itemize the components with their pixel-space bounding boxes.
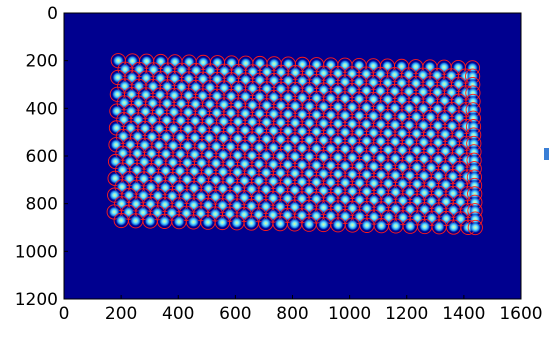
spot-intensity: [231, 217, 243, 229]
lattice-spot: [142, 213, 158, 229]
y-tick-label: 1000: [15, 242, 58, 262]
lattice-spot: [156, 213, 173, 229]
lattice-spot: [113, 212, 129, 229]
spot-intensity: [129, 215, 142, 227]
lattice-spot: [243, 215, 259, 231]
spot-intensity: [468, 154, 480, 166]
x-tick-label: 1400: [442, 304, 485, 324]
spot-intensity: [466, 70, 479, 82]
spot-intensity: [216, 216, 229, 229]
detection-circle: [467, 219, 483, 236]
lattice-spot: [431, 219, 447, 235]
spot-intensity: [419, 220, 431, 233]
lattice-spot: [373, 218, 389, 234]
y-tick-label: 400: [26, 99, 58, 119]
lattice-spot: [417, 218, 433, 235]
spot-intensity: [468, 171, 481, 183]
spot-intensity: [260, 217, 272, 230]
lattice-spot: [214, 214, 230, 231]
lattice-spot: [200, 214, 216, 230]
y-tick-label: 1200: [15, 290, 58, 310]
x-tick-label: 0: [59, 304, 70, 324]
lattice-spot: [301, 216, 317, 232]
x-tick-label: 800: [276, 304, 308, 324]
spot-intensity: [468, 188, 481, 200]
spot-intensity: [361, 219, 373, 232]
lattice-spot: [359, 217, 375, 233]
spot-intensity: [245, 217, 257, 229]
spot-intensity: [447, 221, 460, 233]
lattice-spot: [446, 219, 462, 235]
spot-intensity: [467, 87, 479, 99]
lattice-spot: [185, 214, 202, 230]
y-tick-label: 200: [26, 52, 58, 72]
y-tick-label: 0: [47, 4, 58, 24]
spot-intensity: [469, 221, 482, 234]
spot-intensity: [467, 104, 479, 116]
spot-intensity: [115, 214, 127, 227]
lattice-spot: [315, 216, 332, 233]
lattice-spot: [402, 218, 418, 234]
lattice-spots-layer: [106, 53, 483, 236]
spot-intensity: [274, 217, 286, 230]
x-tick-label: 400: [162, 304, 194, 324]
axis-ticks: 0 200 400 600 800 1000 1200 1400 1600 0 200 400 600 8…: [15, 4, 543, 324]
spot-intensity: [469, 204, 481, 217]
spot-intensity: [346, 219, 359, 231]
spot-intensity: [317, 218, 330, 231]
lattice-spot: [344, 217, 361, 233]
lattice-spot: [287, 216, 303, 232]
x-tick-label: 600: [219, 304, 251, 324]
spot-intensity: [433, 221, 445, 233]
spot-intensity: [144, 215, 156, 227]
lattice-spot: [330, 217, 346, 233]
spot-intensity: [158, 215, 171, 228]
lattice-spot: [272, 216, 288, 232]
spot-intensity: [468, 137, 480, 150]
y-tick-label: 800: [26, 195, 58, 215]
spot-intensity: [303, 218, 315, 230]
x-tick-label: 1600: [499, 304, 542, 324]
lattice-spot: [258, 215, 274, 231]
spot-intensity: [332, 219, 344, 231]
spot-intensity: [390, 220, 402, 232]
spot-intensity: [404, 220, 416, 232]
spot-intensity: [467, 120, 480, 133]
y-tick-label: 600: [26, 147, 58, 167]
lattice-spot: [467, 219, 483, 236]
spot-intensity: [288, 218, 301, 230]
lattice-spot: [388, 218, 404, 234]
lattice-spot: [229, 215, 245, 231]
x-tick-label: 200: [105, 304, 137, 324]
lattice-spot: [171, 214, 187, 230]
x-tick-label: 1000: [328, 304, 371, 324]
spot-intensity: [375, 219, 388, 232]
spot-intensity: [173, 215, 185, 228]
edge-mark: [544, 148, 549, 160]
lattice-spot: [128, 213, 144, 229]
spot-intensity: [202, 216, 214, 228]
spot-intensity: [187, 216, 200, 228]
x-tick-label: 1200: [385, 304, 428, 324]
